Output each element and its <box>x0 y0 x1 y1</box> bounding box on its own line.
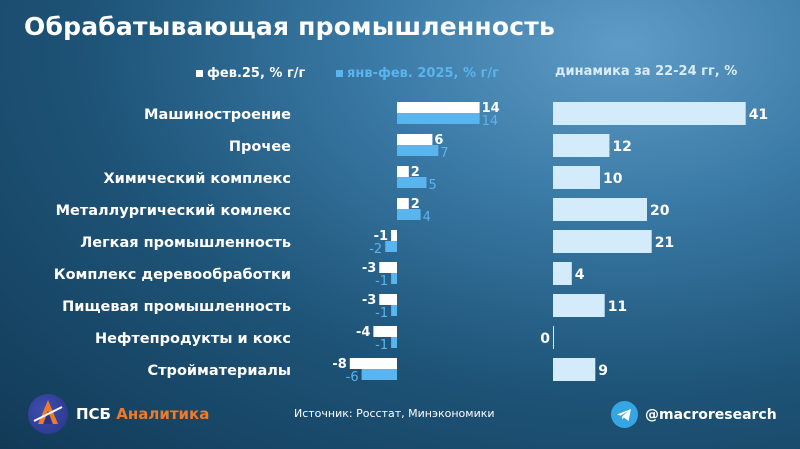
telegram-icon <box>611 401 638 428</box>
data-label-dynamics: 9 <box>598 363 608 379</box>
legend-item-feb25: фев.25, % г/г <box>196 66 305 81</box>
data-label-feb25: -1 <box>374 229 388 244</box>
bar-dynamics <box>553 102 746 125</box>
data-label-janfeb2025: 7 <box>440 146 448 161</box>
data-label-dynamics: 20 <box>650 203 670 219</box>
brand-main: ПСБ <box>76 405 111 423</box>
data-label-janfeb2025: -1 <box>375 274 388 289</box>
bar-feb25 <box>397 166 409 177</box>
bar-janfeb2025 <box>391 305 397 316</box>
data-label-feb25: -4 <box>356 325 370 340</box>
bar-janfeb2025 <box>397 113 480 124</box>
bar-feb25 <box>349 358 397 369</box>
brand-block: ПСБ Аналитика <box>28 394 209 434</box>
category-label: Прочее <box>229 139 291 155</box>
brand-accent: Аналитика <box>116 405 210 423</box>
data-label-dynamics: 10 <box>603 171 623 187</box>
bar-dynamics <box>553 326 554 349</box>
source-note: Источник: Росстат, Минэкономики <box>294 407 495 420</box>
dynamics-chart-title: динамика за 22-24 гг, % <box>555 64 738 79</box>
bar-janfeb2025 <box>397 177 427 188</box>
data-label-feb25: 2 <box>411 165 420 180</box>
bar-dynamics <box>553 134 610 157</box>
bar-janfeb2025 <box>385 241 397 252</box>
data-label-janfeb2025: -1 <box>375 338 388 353</box>
category-label: Стройматериалы <box>148 363 291 379</box>
data-label-dynamics: 12 <box>612 139 631 155</box>
bar-dynamics <box>553 294 605 317</box>
bar-feb25 <box>397 198 409 209</box>
data-label-janfeb2025: 14 <box>482 114 499 129</box>
data-label-janfeb2025: -2 <box>369 242 382 257</box>
bar-dynamics <box>553 230 652 253</box>
data-label-janfeb2025: 4 <box>423 210 431 225</box>
category-label: Легкая промышленность <box>80 235 291 251</box>
bar-dynamics <box>553 198 647 221</box>
category-label: Металлургический комлекс <box>56 203 291 219</box>
data-label-dynamics: 21 <box>655 235 674 251</box>
bar-feb25 <box>397 134 433 145</box>
data-label-dynamics: 41 <box>749 107 768 123</box>
bar-dynamics <box>553 262 572 285</box>
legend-item-janfeb2025: янв-фев. 2025, % г/г <box>336 66 499 81</box>
psb-logo-icon <box>28 394 68 434</box>
bar-janfeb2025 <box>391 337 397 348</box>
bar-janfeb2025 <box>391 273 397 284</box>
data-label-feb25: 6 <box>434 133 443 148</box>
bar-janfeb2025 <box>397 145 439 156</box>
category-label: Нефтепродукты и кокс <box>95 331 291 347</box>
bar-janfeb2025 <box>397 209 421 220</box>
bar-feb25 <box>391 230 397 241</box>
data-label-feb25: -8 <box>332 357 346 372</box>
data-label-dynamics: 4 <box>575 267 585 283</box>
data-label-feb25: -3 <box>362 261 376 276</box>
telegram-handle[interactable]: @macroresearch <box>645 406 777 423</box>
data-label-janfeb2025: 5 <box>429 178 437 193</box>
telegram-link[interactable]: @macroresearch <box>611 401 777 428</box>
bar-feb25 <box>397 102 480 113</box>
data-label-janfeb2025: -6 <box>346 370 359 385</box>
legend-swatch-janfeb2025 <box>336 70 343 77</box>
data-label-dynamics: 11 <box>608 299 627 315</box>
data-label-janfeb2025: -1 <box>375 306 388 321</box>
data-label-feb25: 14 <box>482 101 500 116</box>
data-label-feb25: -3 <box>362 293 376 308</box>
data-label-dynamics: 0 <box>540 331 550 347</box>
category-label: Машиностроение <box>144 107 291 123</box>
legend-label-feb25: фев.25, % г/г <box>207 66 306 81</box>
legend-swatch-feb25 <box>196 70 203 77</box>
bar-feb25 <box>379 262 397 273</box>
bar-feb25 <box>373 326 397 337</box>
bar-feb25 <box>379 294 397 305</box>
bar-dynamics <box>553 166 600 189</box>
data-label-feb25: 2 <box>411 197 420 212</box>
category-label: Пищевая промышленность <box>62 299 291 315</box>
bar-dynamics <box>553 358 596 381</box>
bar-janfeb2025 <box>361 369 397 380</box>
category-label: Комплекс деревообработки <box>54 267 291 283</box>
chart-title: Обрабатывающая промышленность <box>24 12 555 41</box>
brand-name: ПСБ Аналитика <box>76 405 209 423</box>
category-label: Химический комплекс <box>103 171 291 187</box>
legend-label-janfeb2025: янв-фев. 2025, % г/г <box>347 66 499 81</box>
